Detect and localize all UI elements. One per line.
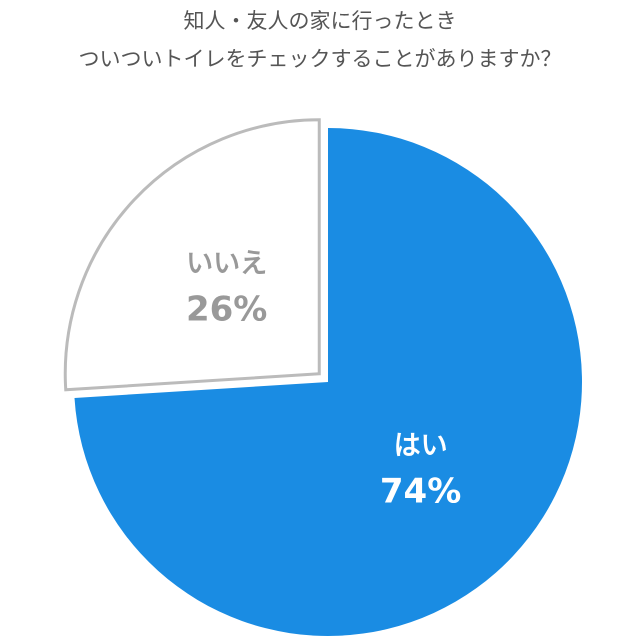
slice-label: いいえ xyxy=(186,248,267,279)
slice-value: 74% xyxy=(380,471,461,511)
chart-title: ついついトイレをチェックすることがありますか？ xyxy=(79,47,562,71)
chart-title: 知人・友人の家に行ったとき xyxy=(184,9,457,33)
pie-slice xyxy=(63,118,321,392)
pie-slice xyxy=(74,128,582,636)
slice-label: はい xyxy=(394,430,448,461)
slice-value: 26% xyxy=(186,289,267,329)
